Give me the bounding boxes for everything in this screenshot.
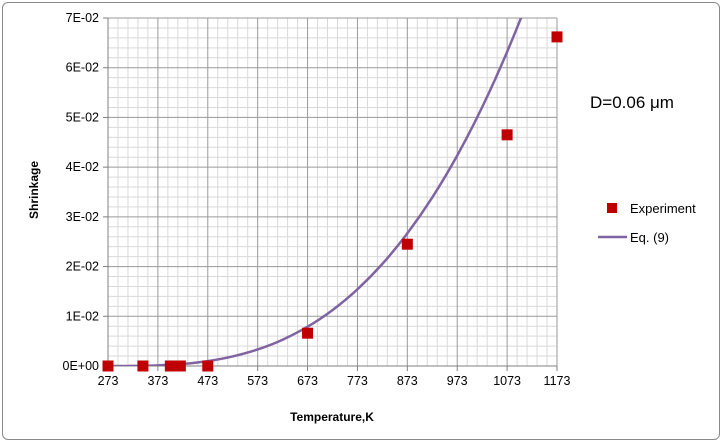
y-tick-label: 4E-02 xyxy=(66,160,99,174)
y-tick-label: 7E-02 xyxy=(66,11,99,25)
x-tick-label: 773 xyxy=(347,374,368,388)
experiment-point xyxy=(137,360,149,372)
x-tick-label: 973 xyxy=(447,374,468,388)
legend-label-experiment: Experiment xyxy=(630,201,696,216)
x-tick-label: 873 xyxy=(397,374,418,388)
x-tick-label: 1173 xyxy=(544,374,571,388)
experiment-point xyxy=(401,238,413,250)
y-tick-label: 6E-02 xyxy=(66,61,99,75)
legend: Experiment Eq. (9) xyxy=(598,201,696,245)
legend-label-eq9: Eq. (9) xyxy=(630,230,669,245)
axes xyxy=(103,17,558,371)
y-tick-labels: 0E+00 1E-02 2E-02 3E-02 4E-02 5E-02 6E-02 7E-02 xyxy=(63,11,100,373)
y-tick-label: 2E-02 xyxy=(66,260,99,274)
experiment-point xyxy=(551,31,563,43)
x-tick-labels: 273 373 473 573 673 773 873 973 1073 1173 xyxy=(98,374,571,388)
y-tick-label: 3E-02 xyxy=(66,210,99,224)
x-tick-label: 1073 xyxy=(493,374,521,388)
x-axis-title: Temperature,K xyxy=(290,410,374,424)
y-tick-label: 1E-02 xyxy=(66,309,99,323)
experiment-point xyxy=(174,360,186,372)
x-tick-label: 573 xyxy=(247,374,268,388)
chart-frame xyxy=(2,2,720,440)
experiment-point xyxy=(164,360,176,372)
major-gridlines xyxy=(107,17,558,367)
y-axis-title: Shrinkage xyxy=(27,161,41,219)
x-tick-label: 473 xyxy=(197,374,218,388)
experiment-point xyxy=(302,327,314,339)
experiment-point xyxy=(501,129,513,141)
experiment-point xyxy=(202,360,214,372)
marker-layer xyxy=(102,31,563,372)
curve-layer xyxy=(108,18,523,366)
x-tick-label: 273 xyxy=(98,374,119,388)
eq9-curve xyxy=(108,18,523,366)
x-tick-label: 373 xyxy=(147,374,168,388)
legend-marker-experiment xyxy=(607,203,617,213)
experiment-point xyxy=(102,360,114,372)
y-tick-label: 0E+00 xyxy=(63,359,100,373)
minor-gridlines xyxy=(108,18,557,366)
diameter-annotation: D=0.06 μm xyxy=(590,93,674,112)
x-tick-label: 673 xyxy=(297,374,318,388)
y-tick-label: 5E-02 xyxy=(66,110,99,124)
